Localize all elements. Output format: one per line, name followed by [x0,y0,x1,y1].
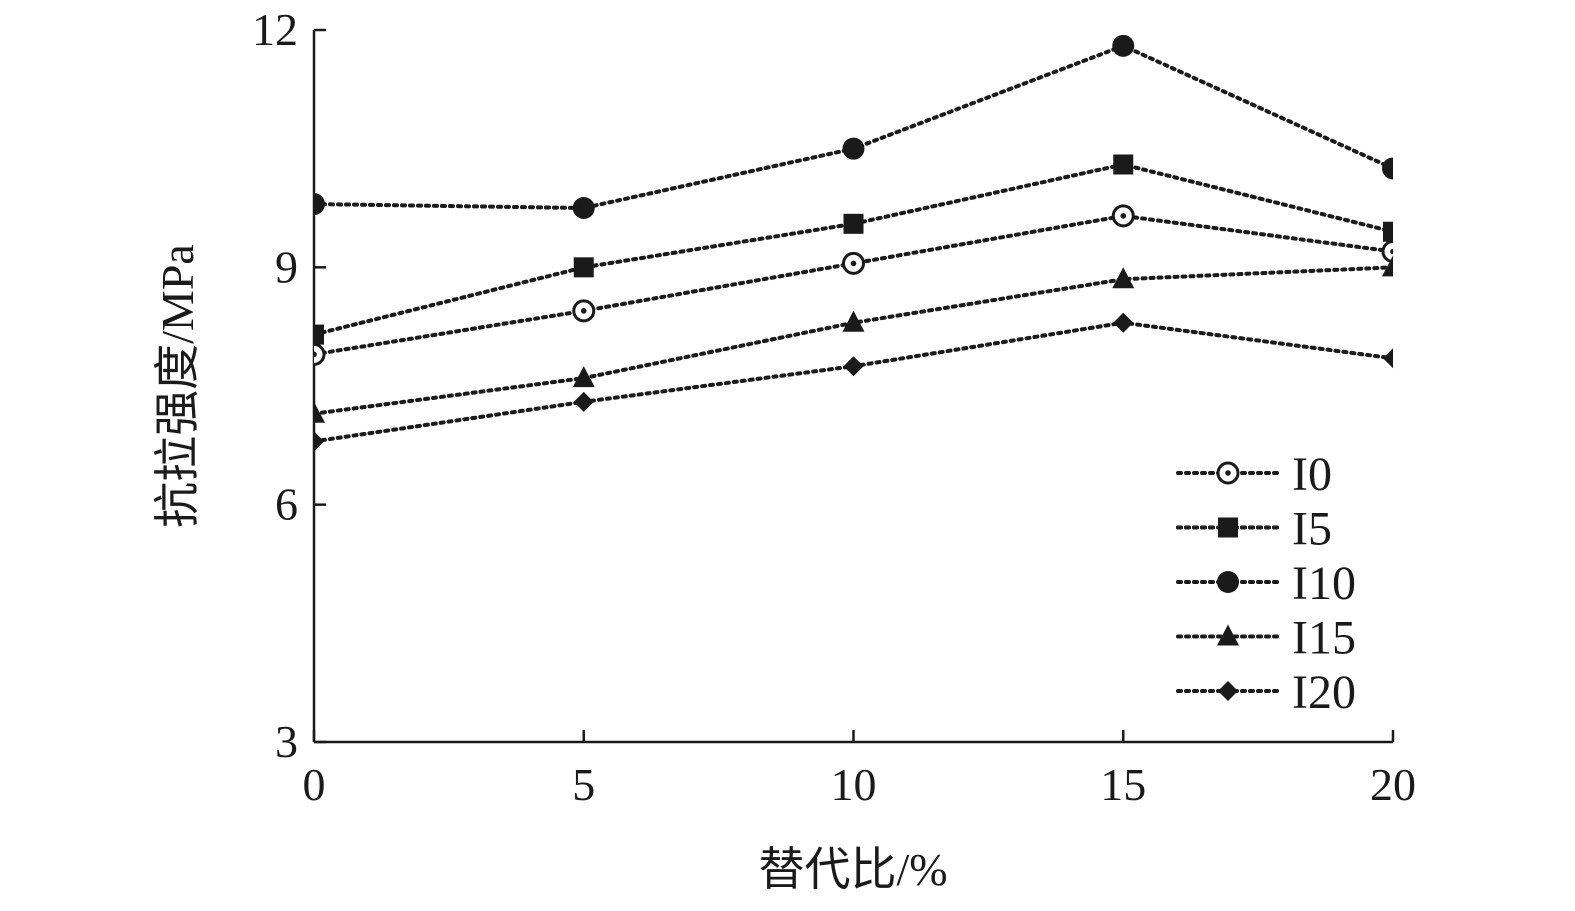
legend-item-i10: I10 [1176,557,1356,610]
x-tick-label: 15 [1100,759,1146,810]
x-axis-title: 替代比/% [758,844,947,895]
legend-marker [1218,681,1238,701]
legend-item-i20: I20 [1176,666,1356,719]
y-tick-label: 3 [275,716,298,767]
legend-label: I10 [1292,557,1356,610]
data-point-i10 [1382,157,1393,180]
legend-label: I20 [1292,666,1356,719]
series-group [314,34,1393,452]
y-axis-title: 抗拉强度/MPa [152,244,203,528]
series-i0 [314,204,1393,366]
data-point-i10 [1112,34,1135,57]
y-ticks: 3 6 9 12 [252,4,326,767]
x-tick-label: 5 [572,759,595,810]
data-point-i20 [573,391,594,412]
data-point-i5 [1113,154,1134,175]
data-point-i5 [573,257,594,278]
data-point-i0 [314,342,326,366]
legend-marker [1218,517,1238,538]
series-line-i15 [314,265,1393,416]
x-ticks: 0 5 10 15 20 [303,730,1416,810]
legend-item-i5: I5 [1176,503,1332,556]
data-point-i20 [1383,348,1393,369]
legend-label: I0 [1292,448,1332,501]
legend-marker [1217,624,1239,646]
data-point-i5 [1383,221,1393,242]
data-point-i10 [314,193,325,216]
data-point-i15 [1112,267,1135,289]
legend-label: I15 [1292,612,1356,665]
series-line-i20 [314,320,1393,444]
data-point-i5 [314,324,324,345]
x-tick-label: 20 [1370,759,1416,810]
x-tick-label: 0 [303,759,326,810]
data-point-i15 [1382,255,1393,277]
data-point-i15 [572,366,595,388]
data-point-i15 [314,401,325,423]
data-point-i15 [842,310,865,332]
plot-area: 3 6 9 12 0 5 10 15 20 [252,4,1416,810]
legend-marker [1216,461,1240,485]
series-i10 [314,34,1393,219]
legend-item-i0: I0 [1176,448,1332,501]
series-i15 [314,255,1393,423]
data-point-i0 [1381,240,1393,264]
data-point-i20 [843,356,864,377]
data-point-i0 [1111,204,1135,228]
series-layer [314,34,1393,452]
y-tick-label: 9 [275,241,298,292]
series-line-i5 [314,162,1393,337]
series-i20 [314,312,1393,452]
x-tick-label: 10 [831,759,877,810]
legend-label: I5 [1292,503,1332,556]
series-line-i10 [314,43,1393,211]
y-tick-label: 6 [275,479,298,530]
data-point-i0 [572,299,596,323]
legend-marker [1217,571,1239,593]
data-point-i10 [842,137,865,160]
data-point-i20 [314,431,324,452]
series-line-i0 [314,213,1393,357]
y-tick-label: 12 [252,4,298,55]
data-point-i10 [572,197,595,219]
series-i5 [314,154,1393,345]
data-point-i0 [842,251,865,275]
data-point-i20 [1113,312,1134,333]
data-point-i5 [843,213,864,234]
legend-item-i15: I15 [1176,612,1356,665]
